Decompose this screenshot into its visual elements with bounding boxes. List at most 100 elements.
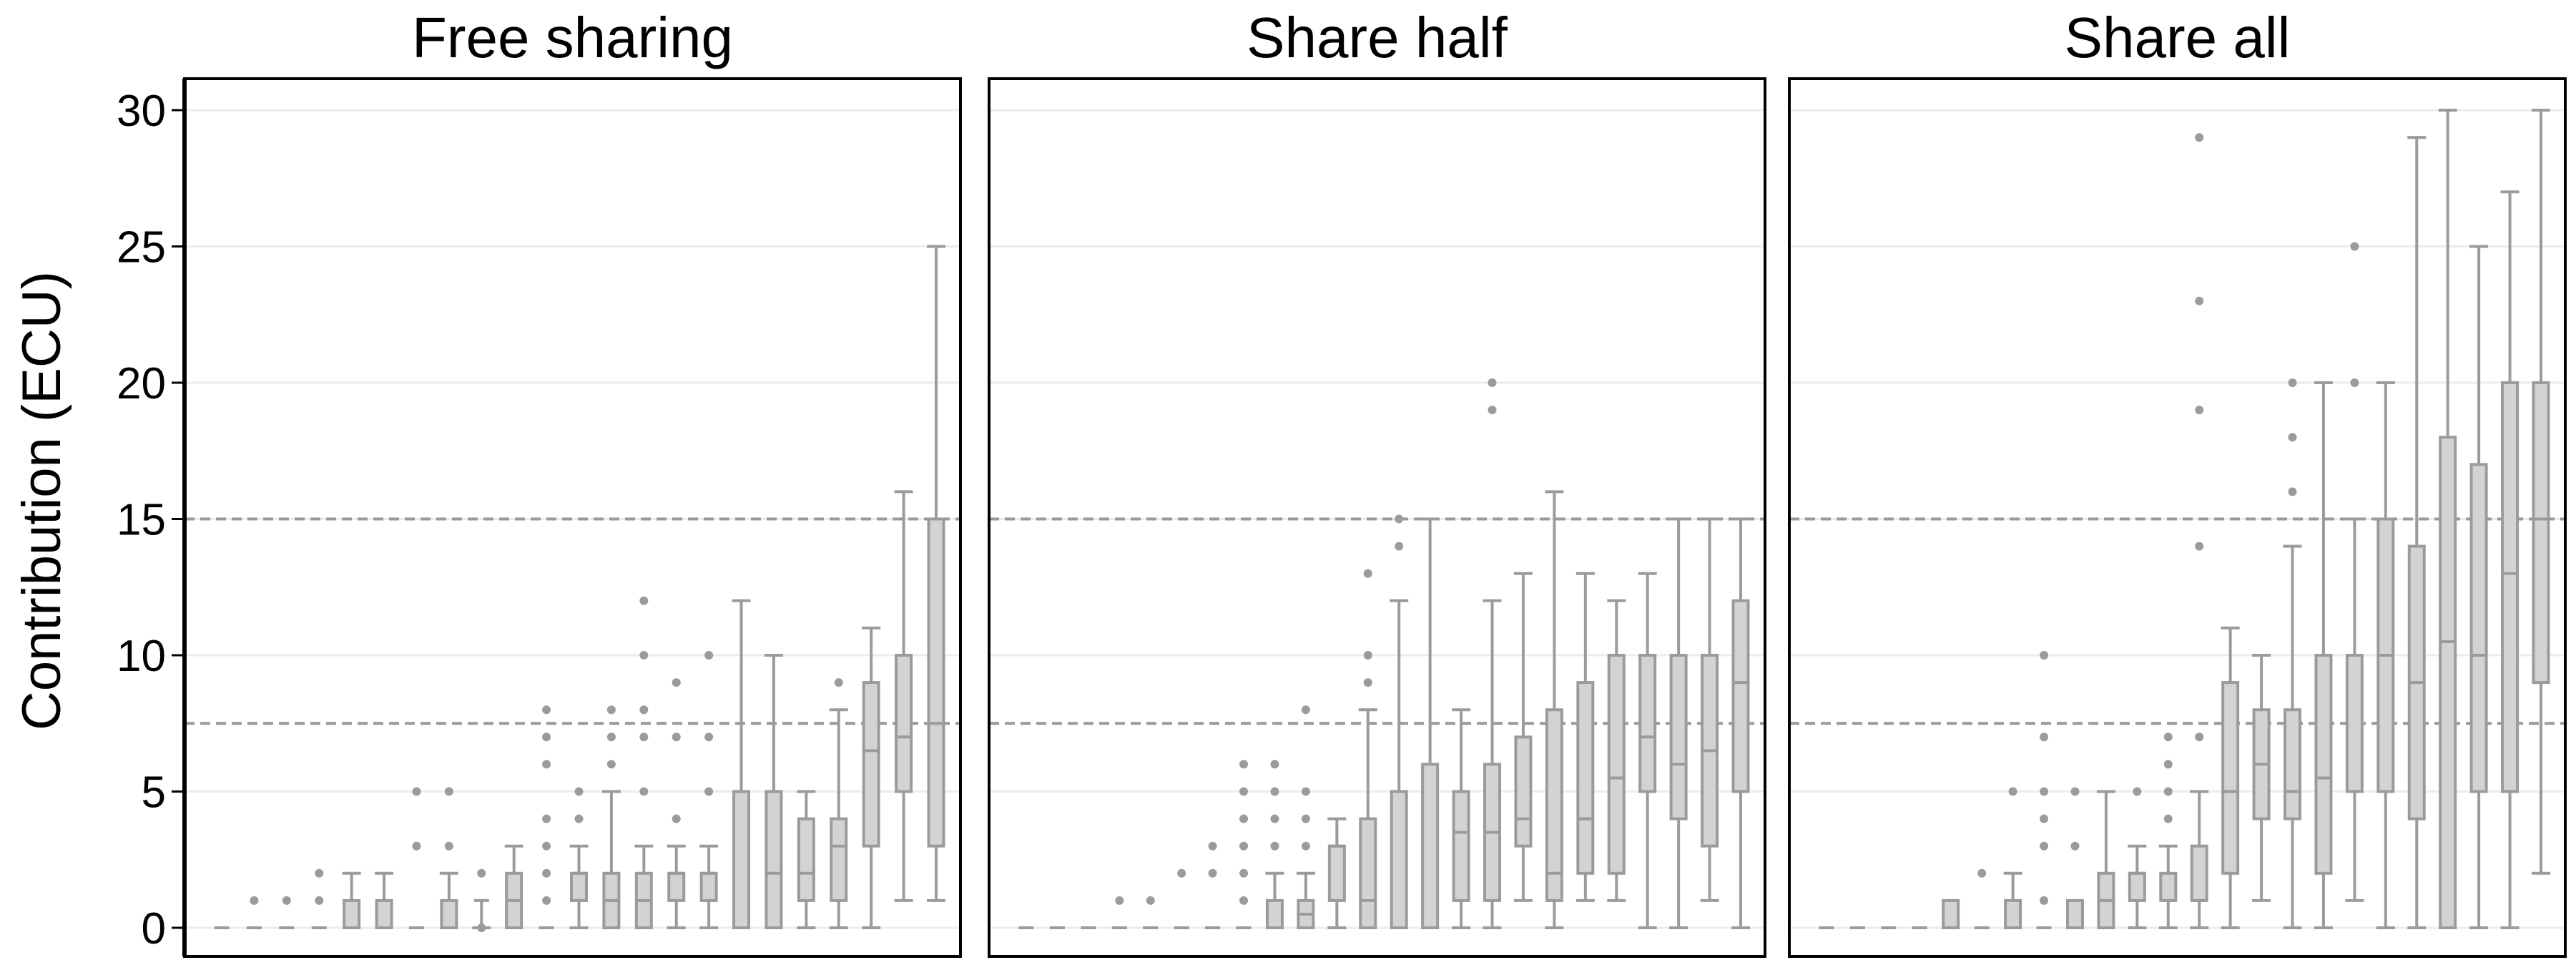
box-iqr xyxy=(2190,844,2208,902)
box xyxy=(829,678,848,929)
outlier-point xyxy=(574,814,584,823)
outlier-point xyxy=(1488,406,1497,415)
outlier-point xyxy=(1239,868,1249,878)
outlier-point xyxy=(2350,242,2359,251)
outlier-point xyxy=(1115,896,1124,905)
box xyxy=(2532,109,2550,875)
outlier-point xyxy=(2163,760,2173,769)
box-iqr xyxy=(927,517,945,848)
outlier-point xyxy=(2163,787,2173,796)
panel-title: Free sharing xyxy=(412,6,733,69)
box xyxy=(1700,517,1719,902)
box-iqr xyxy=(699,871,718,902)
box-iqr xyxy=(1265,898,1284,930)
box-iqr xyxy=(2221,681,2240,875)
outlier-point xyxy=(704,651,714,660)
box-iqr xyxy=(1669,654,1688,820)
box xyxy=(408,787,424,929)
box xyxy=(894,490,913,902)
box-iqr xyxy=(1452,790,1470,902)
box-iqr xyxy=(1421,763,1440,930)
panel-title: Share half xyxy=(1247,6,1508,69)
outlier-point xyxy=(2288,378,2297,387)
y-tick-label: 20 xyxy=(117,359,166,408)
outlier-point xyxy=(315,896,324,905)
box-iqr xyxy=(2004,898,2022,930)
y-tick-label: 15 xyxy=(117,496,166,545)
outlier-point xyxy=(1488,378,1497,387)
box xyxy=(342,871,361,930)
outlier-point xyxy=(542,705,551,715)
outlier-point xyxy=(2040,814,2049,823)
box xyxy=(539,705,554,929)
outlier-point xyxy=(2195,296,2204,305)
box-iqr xyxy=(2128,871,2146,902)
box-iqr xyxy=(797,817,815,902)
box-iqr xyxy=(375,898,393,930)
outlier-point xyxy=(704,733,714,742)
outlier-point xyxy=(639,596,649,605)
outlier-point xyxy=(704,787,714,796)
box xyxy=(1205,841,1221,929)
box xyxy=(2438,109,2457,929)
box xyxy=(1296,705,1315,930)
box xyxy=(2221,626,2240,929)
outlier-point xyxy=(2040,896,2049,905)
y-axis-title: Contribution (ECU) xyxy=(11,271,72,730)
outlier-point xyxy=(1270,760,1279,769)
outlier-point xyxy=(412,841,421,851)
outlier-point xyxy=(444,841,453,851)
box xyxy=(797,790,816,929)
box xyxy=(1236,760,1252,929)
box xyxy=(601,705,621,930)
outlier-point xyxy=(1270,787,1279,796)
outlier-point xyxy=(574,787,584,796)
outlier-point xyxy=(1270,814,1279,823)
box-iqr xyxy=(2159,871,2178,902)
panel-frame xyxy=(1788,77,2567,958)
box xyxy=(279,896,295,929)
box xyxy=(2376,381,2395,929)
outlier-point xyxy=(1301,814,1310,823)
box xyxy=(667,678,686,929)
outlier-point xyxy=(672,678,681,687)
box xyxy=(1358,569,1377,929)
outlier-point xyxy=(834,678,843,687)
outlier-point xyxy=(2040,733,2049,742)
box xyxy=(1420,517,1440,930)
box-iqr xyxy=(667,871,686,902)
box-iqr xyxy=(2284,708,2302,820)
box-iqr xyxy=(830,817,848,902)
box xyxy=(862,626,881,929)
outlier-point xyxy=(2288,487,2297,496)
outlier-point xyxy=(1239,841,1249,851)
box-iqr xyxy=(1942,898,1960,930)
outlier-point xyxy=(542,841,551,851)
box xyxy=(504,844,523,930)
outlier-point xyxy=(606,705,616,715)
box xyxy=(2190,133,2209,929)
outlier-point xyxy=(639,787,649,796)
panels: Free sharing Share half Share all xyxy=(182,6,2567,958)
outlier-point xyxy=(250,896,259,905)
box xyxy=(1452,708,1471,929)
box xyxy=(1638,572,1657,929)
box-iqr xyxy=(895,654,913,793)
box xyxy=(2036,651,2052,929)
outlier-point xyxy=(639,733,649,742)
box xyxy=(1575,572,1595,902)
outlier-point xyxy=(1146,896,1155,905)
box xyxy=(1974,868,1990,929)
box-iqr xyxy=(1327,844,1346,902)
outlier-point xyxy=(542,760,551,769)
outlier-point xyxy=(1363,678,1372,687)
panel: Free sharing xyxy=(183,6,962,958)
outlier-point xyxy=(2040,787,2049,796)
box-iqr xyxy=(1638,654,1657,793)
outlier-point xyxy=(1395,514,1404,524)
box-iqr xyxy=(343,898,361,930)
box-iqr xyxy=(732,790,751,929)
box-iqr xyxy=(1390,790,1408,929)
box xyxy=(2283,378,2302,929)
